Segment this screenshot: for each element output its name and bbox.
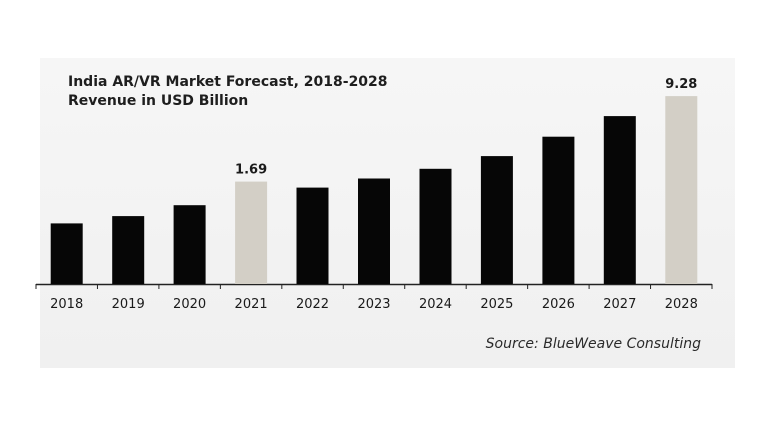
tick-label-2023: 2023 <box>357 297 390 312</box>
tick-label-2026: 2026 <box>542 297 575 312</box>
source-note: Source: BlueWeave Consulting <box>485 336 701 352</box>
data-label-2028: 9.28 <box>665 77 697 92</box>
tick-label-2020: 2020 <box>173 297 206 312</box>
chart-title: India AR/VR Market Forecast, 2018-2028 <box>68 74 388 90</box>
bar-2026 <box>542 136 575 284</box>
bar-2022 <box>296 187 329 284</box>
bar-2024 <box>419 168 452 284</box>
bar-2021 <box>235 181 268 284</box>
bar-2018 <box>50 223 83 284</box>
tick-label-2019: 2019 <box>112 297 145 312</box>
tick-label-2018: 2018 <box>50 297 83 312</box>
tick-label-2027: 2027 <box>603 297 636 312</box>
tick-label-2025: 2025 <box>480 297 513 312</box>
tick-label-2022: 2022 <box>296 297 329 312</box>
bar-2025 <box>480 156 513 284</box>
tick-label-2021: 2021 <box>235 297 268 312</box>
bar-2019 <box>112 216 145 284</box>
bar-2028 <box>665 96 698 284</box>
tick-label-2024: 2024 <box>419 297 452 312</box>
bar-2027 <box>603 116 636 284</box>
data-label-2021: 1.69 <box>235 163 267 178</box>
tick-label-2028: 2028 <box>665 297 698 312</box>
chart-subtitle: Revenue in USD Billion <box>68 93 249 109</box>
bar-2020 <box>173 205 206 284</box>
bar-2023 <box>358 178 390 284</box>
